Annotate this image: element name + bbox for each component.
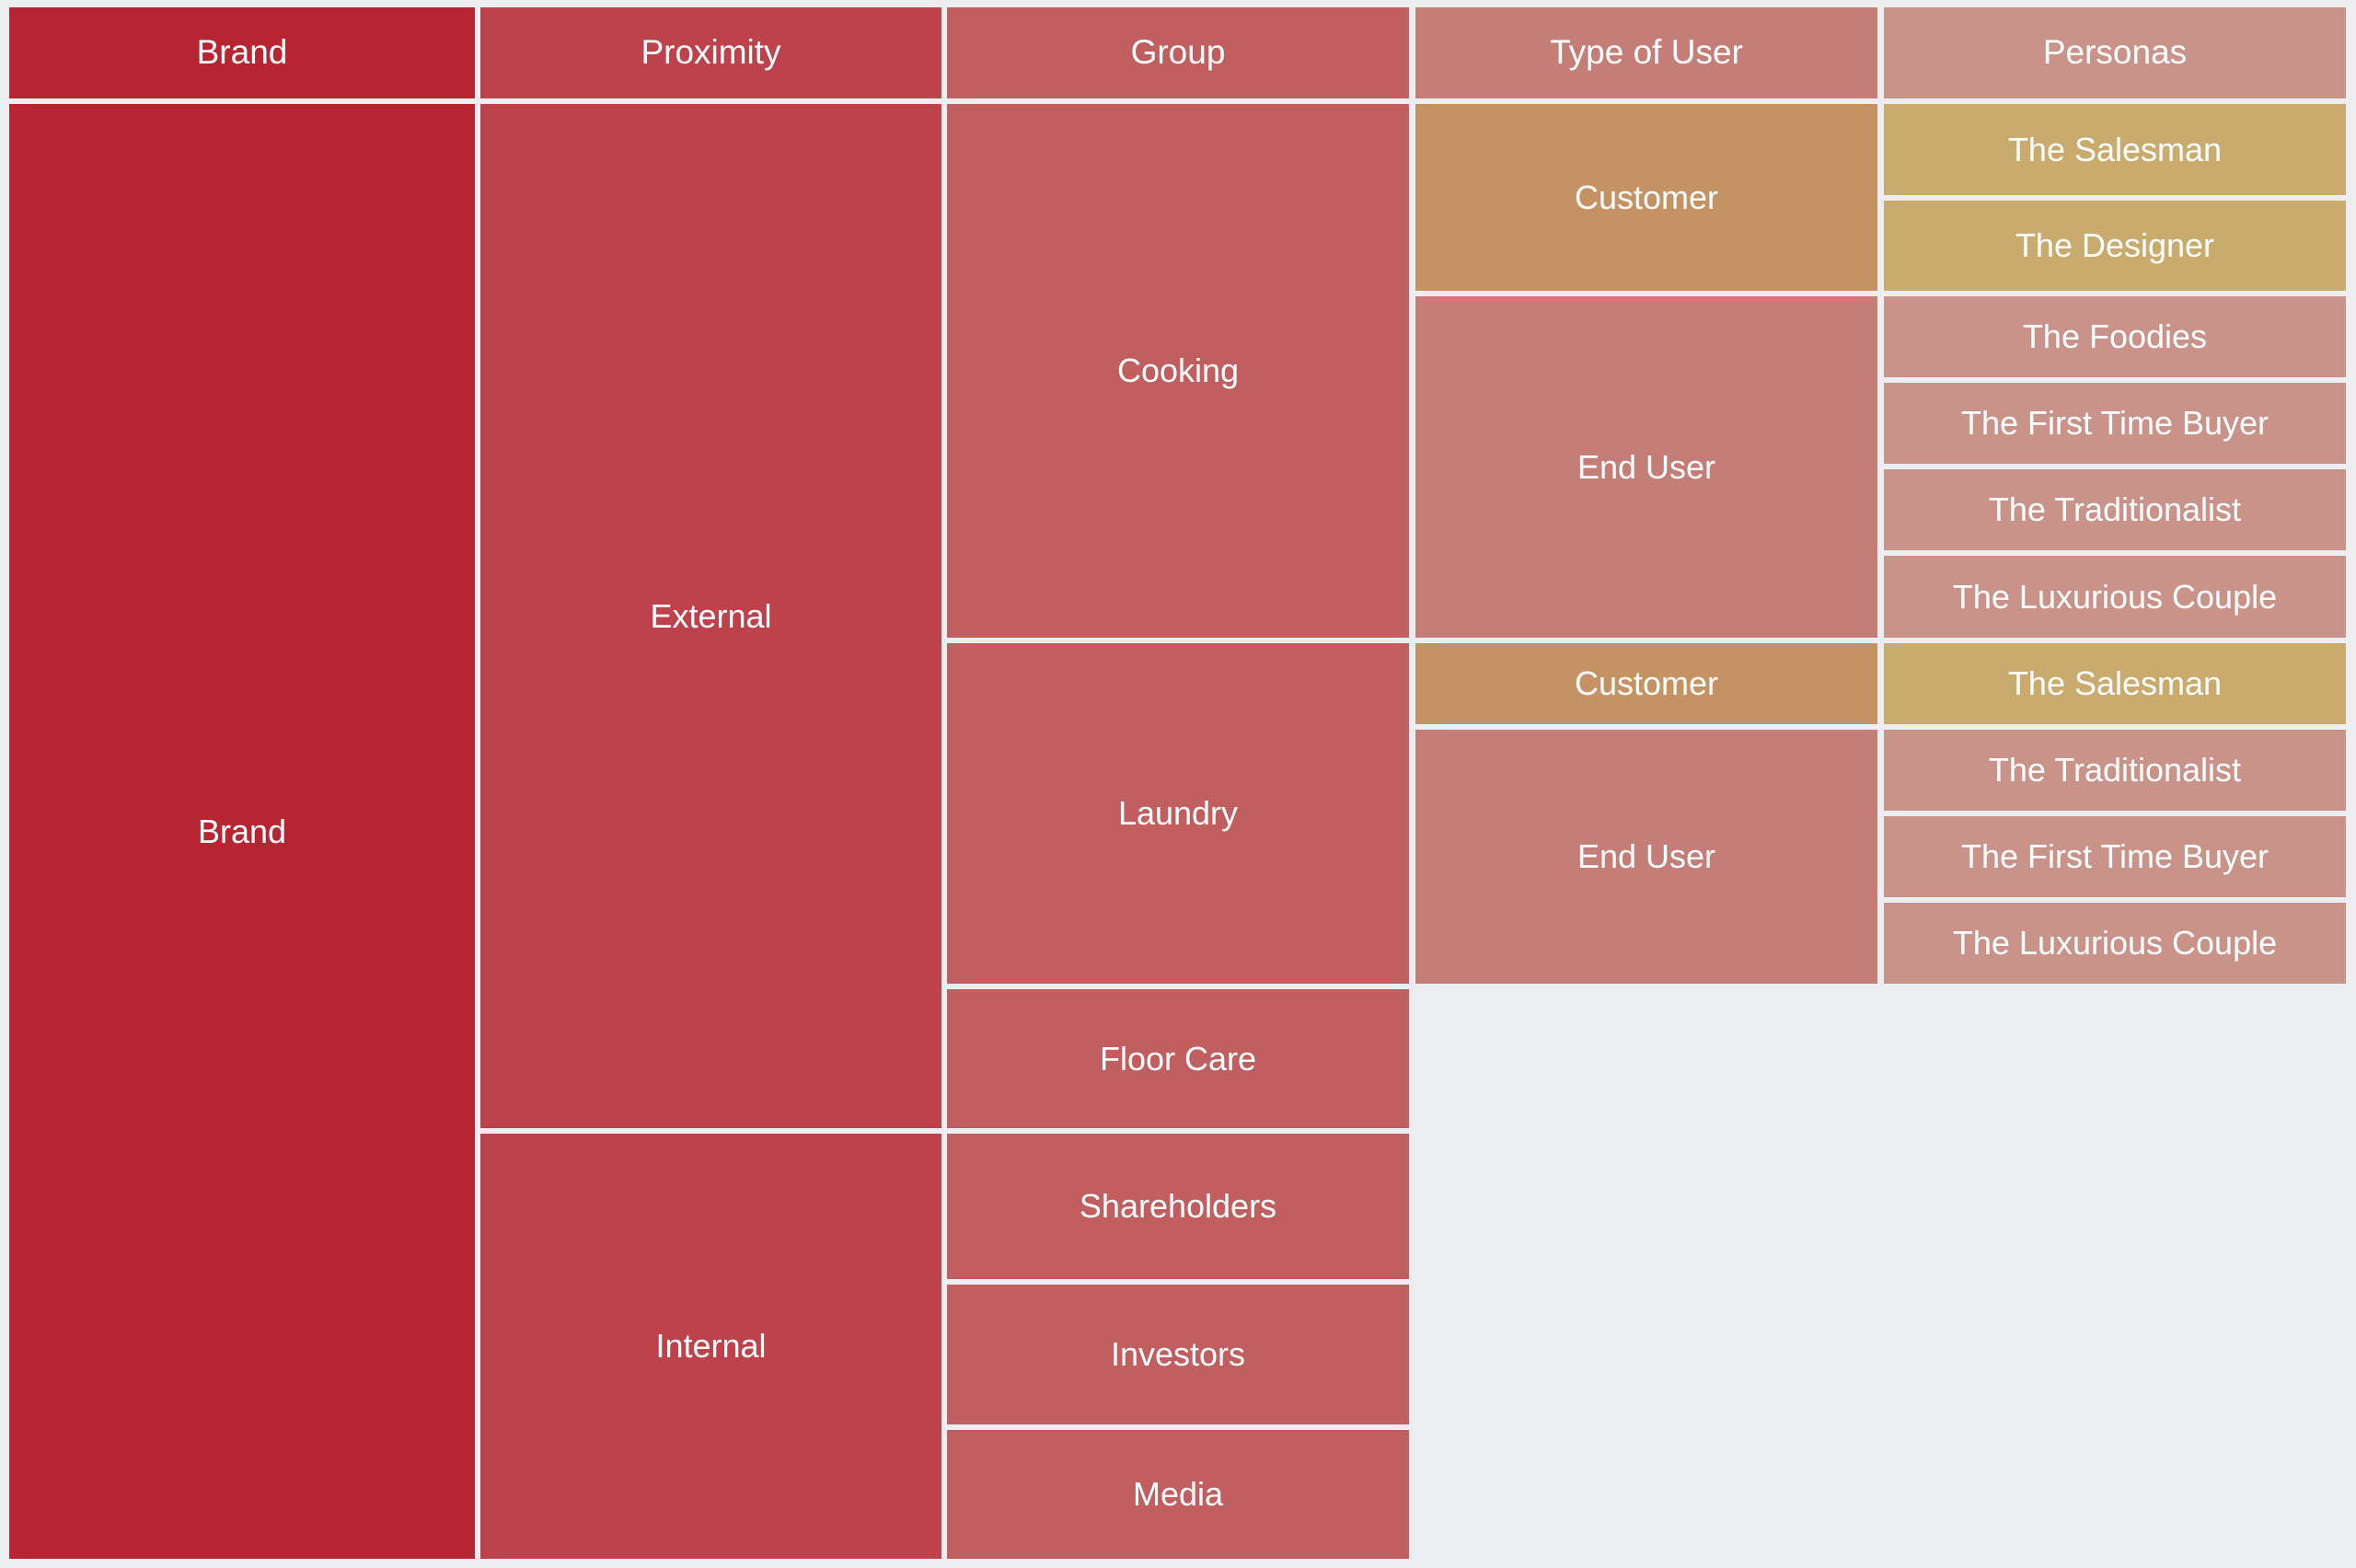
header-group-label: Group	[1130, 33, 1226, 72]
persona-label: The Salesman	[2007, 664, 2223, 703]
header-type-of-user: Type of User	[1415, 7, 1877, 98]
node-floor-care-label: Floor Care	[1099, 1039, 1257, 1078]
header-personas-label: Personas	[2042, 33, 2188, 72]
persona-label: The Foodies	[2022, 317, 2208, 356]
node-external[interactable]: External	[480, 104, 941, 1128]
node-internal-label: Internal	[655, 1327, 767, 1366]
header-brand-label: Brand	[196, 33, 288, 72]
node-laundry-end-user[interactable]: End User	[1415, 730, 1877, 984]
persona-laundry-salesman[interactable]: The Salesman	[1884, 643, 2346, 724]
node-shareholders[interactable]: Shareholders	[947, 1134, 1409, 1279]
persona-cooking-luxurious-couple[interactable]: The Luxurious Couple	[1884, 556, 2346, 638]
node-investors-label: Investors	[1110, 1335, 1246, 1374]
node-shareholders-label: Shareholders	[1079, 1187, 1277, 1226]
node-brand[interactable]: Brand	[9, 104, 475, 1559]
node-cooking-end-user-label: End User	[1576, 447, 1716, 486]
persona-cooking-salesman[interactable]: The Salesman	[1884, 104, 2346, 195]
persona-label: The Traditionalist	[1988, 751, 2242, 790]
node-investors[interactable]: Investors	[947, 1285, 1409, 1424]
node-cooking-customer[interactable]: Customer	[1415, 104, 1877, 291]
persona-laundry-first-time-buyer[interactable]: The First Time Buyer	[1884, 816, 2346, 897]
node-floor-care[interactable]: Floor Care	[947, 989, 1409, 1128]
persona-label: The Luxurious Couple	[1952, 924, 2278, 963]
persona-cooking-traditionalist[interactable]: The Traditionalist	[1884, 469, 2346, 550]
persona-label: The Luxurious Couple	[1952, 577, 2278, 616]
node-brand-label: Brand	[197, 812, 287, 850]
persona-label: The Designer	[2015, 226, 2215, 265]
persona-cooking-first-time-buyer[interactable]: The First Time Buyer	[1884, 383, 2346, 464]
node-laundry[interactable]: Laundry	[947, 643, 1409, 984]
header-proximity-label: Proximity	[641, 33, 781, 72]
persona-cooking-designer[interactable]: The Designer	[1884, 201, 2346, 291]
header-type-of-user-label: Type of User	[1550, 33, 1743, 72]
persona-label: The Salesman	[2007, 130, 2223, 168]
node-laundry-label: Laundry	[1117, 794, 1239, 833]
header-proximity: Proximity	[480, 7, 941, 98]
persona-label: The First Time Buyer	[1960, 837, 2269, 876]
node-internal[interactable]: Internal	[480, 1134, 941, 1559]
persona-cooking-foodies[interactable]: The Foodies	[1884, 296, 2346, 377]
header-group: Group	[947, 7, 1409, 98]
node-laundry-customer[interactable]: Customer	[1415, 643, 1877, 724]
persona-label: The Traditionalist	[1988, 490, 2242, 529]
node-media[interactable]: Media	[947, 1430, 1409, 1559]
persona-label: The First Time Buyer	[1960, 404, 2269, 443]
header-brand: Brand	[9, 7, 475, 98]
node-cooking-label: Cooking	[1116, 352, 1240, 390]
node-external-label: External	[650, 596, 772, 635]
node-cooking-end-user[interactable]: End User	[1415, 296, 1877, 638]
node-cooking[interactable]: Cooking	[947, 104, 1409, 638]
node-laundry-end-user-label: End User	[1576, 837, 1716, 876]
header-personas: Personas	[1884, 7, 2346, 98]
node-laundry-customer-label: Customer	[1574, 664, 1719, 703]
persona-laundry-traditionalist[interactable]: The Traditionalist	[1884, 730, 2346, 811]
node-media-label: Media	[1132, 1475, 1224, 1514]
node-cooking-customer-label: Customer	[1574, 178, 1719, 216]
persona-laundry-luxurious-couple[interactable]: The Luxurious Couple	[1884, 903, 2346, 984]
